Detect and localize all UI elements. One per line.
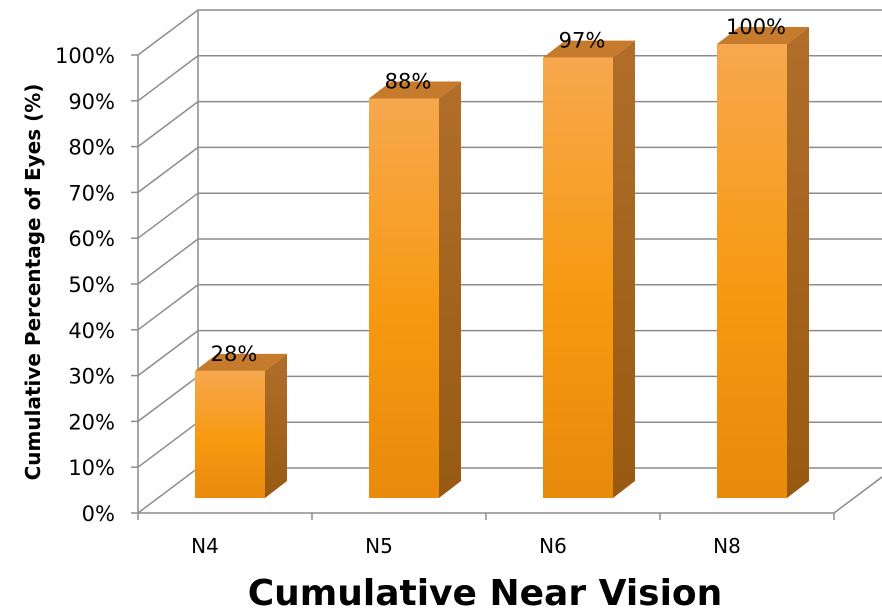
bar-side xyxy=(787,27,809,498)
x-tick-label: N4 xyxy=(191,534,219,558)
y-tick-label: 80% xyxy=(68,136,115,160)
bar-top xyxy=(369,81,461,99)
bar-front xyxy=(717,44,787,498)
y-tick-label: 30% xyxy=(68,365,115,389)
x-tick-label: N8 xyxy=(713,534,741,558)
y-axis-label: Cumulative Percentage of Eyes (%) xyxy=(21,84,45,481)
x-axis-label: Cumulative Near Vision xyxy=(248,573,723,614)
y-tick-label: 10% xyxy=(68,456,115,480)
bars xyxy=(195,27,809,499)
bar-side xyxy=(265,353,287,498)
bar-side xyxy=(613,40,635,499)
bar-top xyxy=(543,40,635,58)
y-tick-labels: 0% 10% 20% 30% 40% 50% 60% 70% 80% 90% 100% xyxy=(55,44,115,526)
y-tick-label: 70% xyxy=(68,181,115,205)
data-label: 100% xyxy=(726,15,786,39)
y-tick-label: 60% xyxy=(68,227,115,251)
data-labels: 28% 88% 97% 100% xyxy=(211,15,786,366)
y-tick-label: 100% xyxy=(55,44,115,68)
bar-n4 xyxy=(195,353,287,498)
x-tick-label: N5 xyxy=(365,534,393,558)
data-label: 88% xyxy=(385,69,432,93)
y-tick-label: 50% xyxy=(68,273,115,297)
bar-side xyxy=(439,81,461,498)
y-tick-label: 90% xyxy=(68,90,115,114)
bar-n8 xyxy=(717,27,809,498)
y-tick-label: 20% xyxy=(68,410,115,434)
floor-edge xyxy=(833,476,882,514)
x-tick-label: N6 xyxy=(539,534,567,558)
data-label: 28% xyxy=(211,342,258,366)
x-tick-labels: N4 N5 N6 N8 xyxy=(191,534,741,558)
bar-front xyxy=(543,57,613,499)
bar-top xyxy=(195,353,287,371)
data-label: 97% xyxy=(559,29,606,53)
bar-n6 xyxy=(543,40,635,499)
bar-front xyxy=(369,98,439,498)
bar-top xyxy=(717,27,809,44)
bar-n5 xyxy=(369,81,461,498)
y-tick-label: 0% xyxy=(82,502,115,526)
y-tick-label: 40% xyxy=(68,319,115,343)
bar-front xyxy=(195,370,265,498)
